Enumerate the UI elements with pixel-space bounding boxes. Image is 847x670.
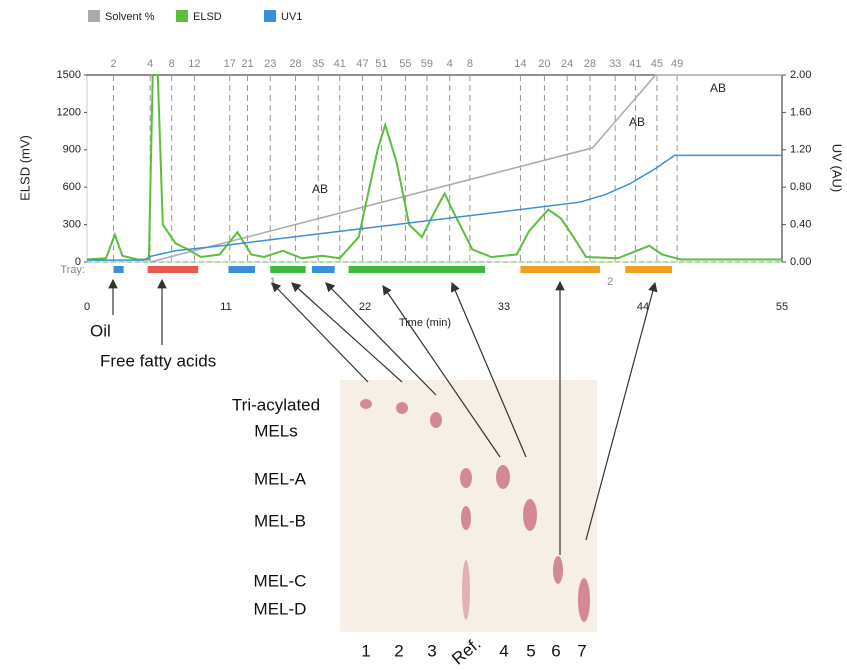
fraction-label: 4: [147, 58, 153, 70]
x-tick-label: 0: [84, 301, 90, 313]
x-tick-label: 55: [776, 301, 788, 313]
y-tick-label: 600: [63, 181, 81, 193]
fraction-label: 8: [467, 58, 473, 70]
tray-segment: [270, 266, 305, 273]
tray-segment: [229, 266, 256, 273]
legend-label: Solvent %: [105, 11, 155, 23]
lane-label: Ref.: [448, 634, 484, 669]
y2-tick-label: 0.40: [790, 219, 811, 231]
legend-label: ELSD: [193, 11, 222, 23]
y2-axis-label: UV (AU): [830, 144, 845, 192]
legend-label: UV1: [281, 11, 302, 23]
tray-segment: [349, 266, 485, 273]
fraction-label: 47: [356, 58, 368, 70]
compound-label: MEL-B: [254, 511, 306, 530]
annotation: Free fatty acids: [100, 351, 216, 370]
y-tick-label: 1200: [57, 106, 81, 118]
annotation: Oil: [90, 321, 111, 340]
fraction-label: 28: [584, 58, 596, 70]
compound-label: MEL-D: [254, 599, 307, 618]
legend-swatch: [176, 10, 188, 22]
lane-label: 1: [361, 641, 370, 660]
legend-swatch: [88, 10, 100, 22]
fraction-label: 12: [188, 58, 200, 70]
fraction-label: 8: [169, 58, 175, 70]
annotation: AB: [629, 115, 645, 129]
fraction-label: 2: [110, 58, 116, 70]
tray-segment: [625, 266, 672, 273]
fraction-label: 17: [224, 58, 236, 70]
legend: Solvent % ELSD UV1: [88, 10, 302, 23]
compound-label: MELs: [254, 421, 297, 440]
compound-label: MEL-A: [254, 469, 307, 488]
fraction-label: 33: [609, 58, 621, 70]
fraction-label: 51: [375, 58, 387, 70]
annotation: AB: [312, 182, 328, 196]
x-axis-label: Time (min): [399, 317, 451, 329]
fraction-label: 41: [629, 58, 641, 70]
fraction-label: 55: [399, 58, 411, 70]
lane-label: 3: [427, 641, 436, 660]
y2-tick-label: 0.80: [790, 181, 811, 193]
fraction-label: 24: [561, 58, 573, 70]
fraction-label: 14: [514, 58, 526, 70]
figure: Solvent % ELSD UV1 0 300 600 900 1200 1500 0.00 0…: [0, 0, 847, 670]
lane-label: 7: [577, 641, 586, 660]
fraction-label: 49: [671, 58, 683, 70]
tray-segment: [148, 266, 199, 273]
y-tick-label: 1500: [57, 69, 81, 81]
lane-label: 2: [394, 641, 403, 660]
x-tick-label: 33: [498, 301, 510, 313]
lane-label: 5: [526, 641, 535, 660]
tray-number: 2: [607, 276, 613, 288]
legend-swatch: [264, 10, 276, 22]
fraction-label: 20: [538, 58, 550, 70]
fraction-label: 35: [312, 58, 324, 70]
plot-area: [87, 75, 782, 262]
tray-segment: [114, 266, 124, 273]
y-axis-label: ELSD (mV): [17, 135, 32, 201]
y2-tick-label: 1.60: [790, 106, 811, 118]
x-tick-label: 11: [220, 301, 231, 313]
compound-label: Tri-acylated: [232, 395, 320, 414]
fraction-label: 23: [264, 58, 276, 70]
y2-tick-label: 0.00: [790, 256, 811, 268]
y-tick-label: 300: [63, 219, 81, 231]
tray-segment: [520, 266, 600, 273]
fraction-label: 41: [334, 58, 346, 70]
fraction-label: 59: [421, 58, 433, 70]
y2-tick-label: 1.20: [790, 144, 811, 156]
tray-segment: [312, 266, 335, 273]
compound-label: MEL-C: [254, 571, 307, 590]
annotation: AB: [710, 81, 726, 95]
lane-label: 6: [551, 641, 560, 660]
x-tick-label: 22: [359, 301, 371, 313]
y2-tick-label: 2.00: [790, 69, 811, 81]
lane-label: 4: [499, 641, 508, 660]
y-tick-label: 900: [63, 144, 81, 156]
fraction-label: 28: [289, 58, 301, 70]
fraction-label: 21: [241, 58, 253, 70]
fraction-label: 45: [651, 58, 663, 70]
tray-label: Tray:: [60, 264, 85, 276]
fraction-label: 4: [447, 58, 453, 70]
